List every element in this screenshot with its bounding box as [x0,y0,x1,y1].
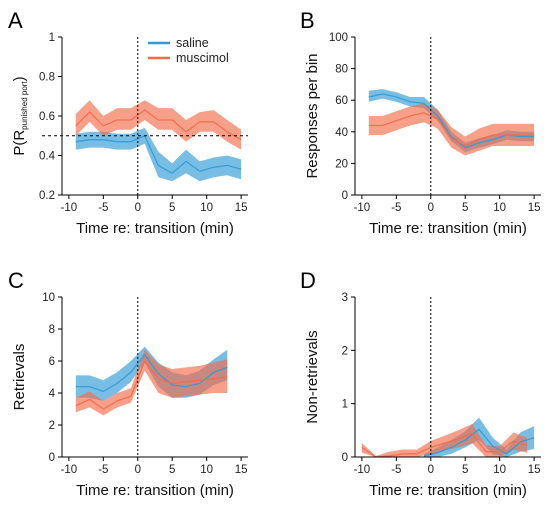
line-c-muscimol [75,359,228,410]
x-axis-label-a: Time re: transition (min) [76,220,234,237]
x-tick-label-b: 0 [428,202,434,214]
y-tick-label-a: 1 [49,32,55,44]
line-b-muscimol [368,112,535,147]
y-axis-label-a: P(Rpunished port) [11,76,29,155]
band-c-muscimol [75,349,228,416]
y-tick-label-b: 40 [335,127,348,139]
y-tick-label-d: 2 [342,345,348,357]
x-tick-label-c: 0 [135,464,141,476]
line-c-saline [75,353,228,393]
x-tick-label-a: 0 [135,202,141,214]
line-d-muscimol [361,432,528,458]
line-a-muscimol [75,109,242,141]
panel-label-a: A [8,8,23,33]
panel-label-c: C [8,268,24,293]
y-axis-label-d: Non-retrievals [304,330,321,423]
panel-label-b: B [300,8,315,33]
x-tick-label-a: -10 [61,202,78,214]
y-tick-label-b: 20 [335,158,348,170]
legend-label-muscimol: muscimol [176,51,229,65]
x-tick-label-d: -5 [391,464,401,476]
y-tick-label-d: 3 [342,292,348,304]
x-tick-label-c: -10 [61,464,78,476]
y-tick-label-c: 0 [49,452,55,464]
x-tick-label-d: 5 [462,464,468,476]
y-tick-label-a: 0.8 [39,72,55,84]
x-tick-label-b: 15 [528,202,541,214]
x-tick-label-c: -5 [98,464,108,476]
x-tick-label-a: -5 [98,202,108,214]
x-axis-label-b: Time re: transition (min) [369,220,527,237]
line-a-saline [75,134,242,175]
y-tick-label-a: 0.6 [39,111,55,123]
band-d-muscimol [361,423,528,457]
y-tick-label-b: 0 [342,190,348,202]
x-tick-label-c: 5 [169,464,175,476]
y-axis-label-c: Retrievals [11,344,28,411]
x-tick-label-b: -10 [354,202,371,214]
y-tick-label-c: 10 [42,292,55,304]
panel-d-chart: -10 -5 0 5 10 15 0 1 2 3 Time re: transition (min)… [304,292,541,499]
y-tick-label-c: 8 [49,324,55,336]
band-b-muscimol [368,103,535,156]
x-axis-label-d: Time re: transition (min) [369,482,527,499]
x-axis-label-c: Time re: transition (min) [76,482,234,499]
panel-a-chart: -10 -5 0 5 10 15 0.2 0.4 0.6 0.8 1 Time re: transit… [11,32,248,237]
line-d-saline [423,428,535,457]
x-tick-label-d: -10 [354,464,371,476]
y-tick-label-b: 100 [329,32,348,44]
y-tick-label-c: 6 [49,356,55,368]
band-a-muscimol [75,100,242,150]
panel-b-chart: -10 -5 0 5 10 15 0 20 40 60 80 100 Time re: transiti… [304,32,541,237]
y-tick-label-b: 60 [335,95,348,107]
x-tick-label-c: 10 [200,464,213,476]
x-tick-label-b: 10 [493,202,506,214]
x-tick-label-a: 5 [169,202,175,214]
y-tick-label-c: 2 [49,420,55,432]
x-tick-label-a: 15 [235,202,248,214]
x-tick-label-d: 10 [493,464,506,476]
legend-label-saline: saline [176,36,209,50]
x-tick-label-d: 15 [528,464,541,476]
y-tick-label-d: 1 [342,399,348,411]
x-tick-label-d: 0 [428,464,434,476]
panel-c-chart: -10 -5 0 5 10 15 0 2 4 6 8 10 Time re: transition (m… [11,292,248,499]
y-tick-label-b: 80 [335,64,348,76]
y-tick-label-a: 0.4 [39,151,56,163]
y-axis-label-b: Responses per bin [304,53,321,178]
x-tick-label-b: -5 [391,202,401,214]
y-tick-label-d: 0 [342,452,348,464]
y-tick-label-a: 0.2 [39,190,55,202]
x-tick-label-b: 5 [462,202,468,214]
panel-label-d: D [300,268,316,293]
x-tick-label-a: 10 [200,202,213,214]
x-tick-label-c: 15 [235,464,248,476]
y-tick-label-c: 4 [49,388,56,400]
legend: saline muscimol [148,36,229,65]
